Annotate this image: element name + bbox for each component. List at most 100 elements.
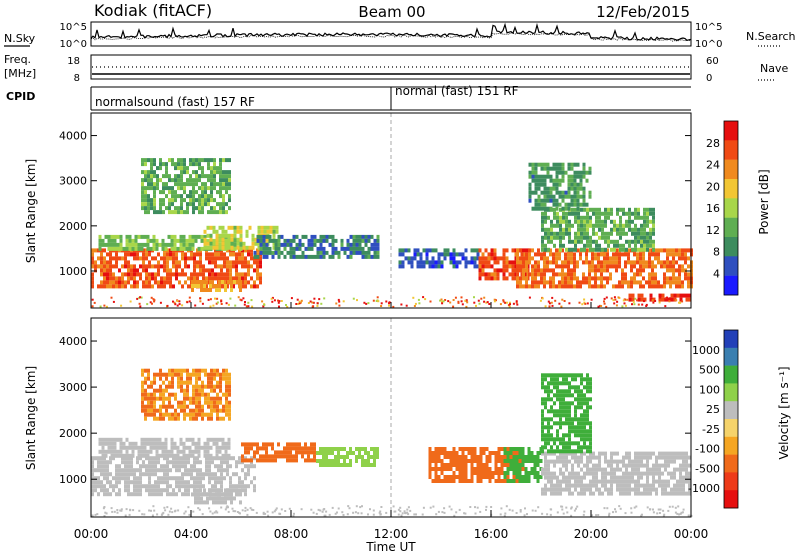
heatmap-cell [646, 235, 649, 240]
heatmap-cell [106, 492, 109, 497]
colorbar-swatch [724, 275, 738, 296]
heatmap-cell [512, 463, 516, 467]
heatmap-cell [204, 372, 207, 377]
heatmap-cell [502, 248, 506, 253]
heatmap-cell [253, 488, 256, 493]
heatmap-cell [171, 202, 174, 207]
heatmap-cell [568, 385, 571, 390]
noise-cell [300, 508, 303, 511]
heatmap-cell [522, 272, 525, 277]
heatmap-cell [519, 284, 522, 289]
heatmap-cell [298, 246, 302, 251]
heatmap-cell [574, 397, 577, 402]
heatmap-cell [183, 368, 186, 373]
heatmap-cell [516, 264, 519, 269]
heatmap-cell [576, 162, 580, 167]
heatmap-cell [580, 459, 583, 464]
heatmap-cell [141, 380, 144, 385]
heatmap-cell [612, 264, 615, 269]
heatmap-cell [643, 463, 646, 468]
heatmap-cell [541, 243, 544, 248]
heatmap-cell [565, 227, 568, 232]
heatmap-cell [199, 252, 202, 257]
heatmap-cell [228, 416, 231, 421]
noise-cell [309, 300, 312, 303]
heatmap-cell [217, 480, 220, 485]
heatmap-cell [571, 449, 574, 454]
heatmap-cell [188, 246, 192, 251]
noise-cell [635, 505, 638, 508]
heatmap-cell [549, 186, 553, 191]
heatmap-cell [165, 376, 168, 381]
heatmap-cell [200, 284, 203, 288]
ground-scatter-noise [91, 505, 693, 517]
heatmap-cell [159, 210, 162, 215]
heatmap-cell [573, 272, 576, 277]
heatmap-cell [531, 170, 535, 175]
noise-cell [140, 296, 143, 299]
noise-cell [372, 509, 375, 512]
heatmap-cell [144, 408, 147, 413]
heatmap-cell [428, 463, 432, 467]
heatmap-cell [506, 447, 510, 451]
heatmap-cell [576, 280, 579, 285]
heatmap-cell [241, 458, 244, 463]
heatmap-cell [553, 377, 556, 382]
heatmap-cell [688, 297, 692, 302]
heatmap-cell [215, 453, 219, 458]
heatmap-cell [355, 455, 358, 459]
noise-cell [633, 303, 636, 306]
heatmap-cell [201, 202, 204, 207]
heatmap-cell [209, 245, 213, 250]
noise-cell [562, 512, 565, 515]
heatmap-cell [419, 256, 423, 261]
heatmap-cell [639, 268, 642, 273]
heatmap-cell [220, 492, 223, 497]
heatmap-cell [607, 211, 610, 216]
heatmap-cell [331, 463, 334, 467]
heatmap-cell [625, 223, 628, 228]
noise-cell [523, 514, 526, 517]
noise-cell [659, 296, 662, 299]
heatmap-cell [112, 276, 115, 281]
heatmap-cell [201, 206, 204, 211]
heatmap-cell [166, 468, 169, 473]
heatmap-cell [181, 456, 184, 461]
heatmap-cell [562, 437, 565, 442]
heatmap-cell [143, 242, 147, 247]
noise-cell [311, 305, 314, 308]
heatmap-cell [682, 467, 685, 472]
heatmap-cell [549, 280, 552, 285]
heatmap-cell [670, 455, 673, 460]
heatmap-cell [582, 166, 586, 171]
heatmap-cell [226, 264, 229, 269]
noise-cell [435, 513, 438, 516]
heatmap-cell [223, 476, 226, 481]
noise-cell [146, 303, 149, 306]
heatmap-cell [586, 459, 589, 464]
heatmap-cell [555, 190, 559, 195]
heatmap-cell [667, 459, 670, 464]
heatmap-cell [349, 234, 353, 239]
heatmap-cell [244, 484, 247, 489]
heatmap-cell [500, 459, 504, 463]
heatmap-cell [165, 166, 168, 171]
heatmap-cell [666, 256, 669, 261]
heatmap-cell [685, 451, 688, 456]
heatmap-cell [340, 246, 344, 251]
heatmap-cell [174, 166, 177, 171]
heatmap-cell [536, 479, 540, 483]
heatmap-cell [142, 280, 145, 285]
heatmap-cell [292, 254, 296, 259]
heatmap-cell [544, 463, 547, 468]
heatmap-cell [488, 475, 492, 479]
heatmap-cell [678, 252, 681, 257]
heatmap-cell [192, 392, 195, 397]
noise-cell [576, 505, 579, 508]
heatmap-cell [610, 247, 613, 252]
heatmap-cell [220, 272, 223, 277]
heatmap-cell [600, 276, 603, 281]
heatmap-cell [530, 459, 534, 463]
noise-cell [337, 507, 340, 510]
heatmap-cell [609, 256, 612, 261]
